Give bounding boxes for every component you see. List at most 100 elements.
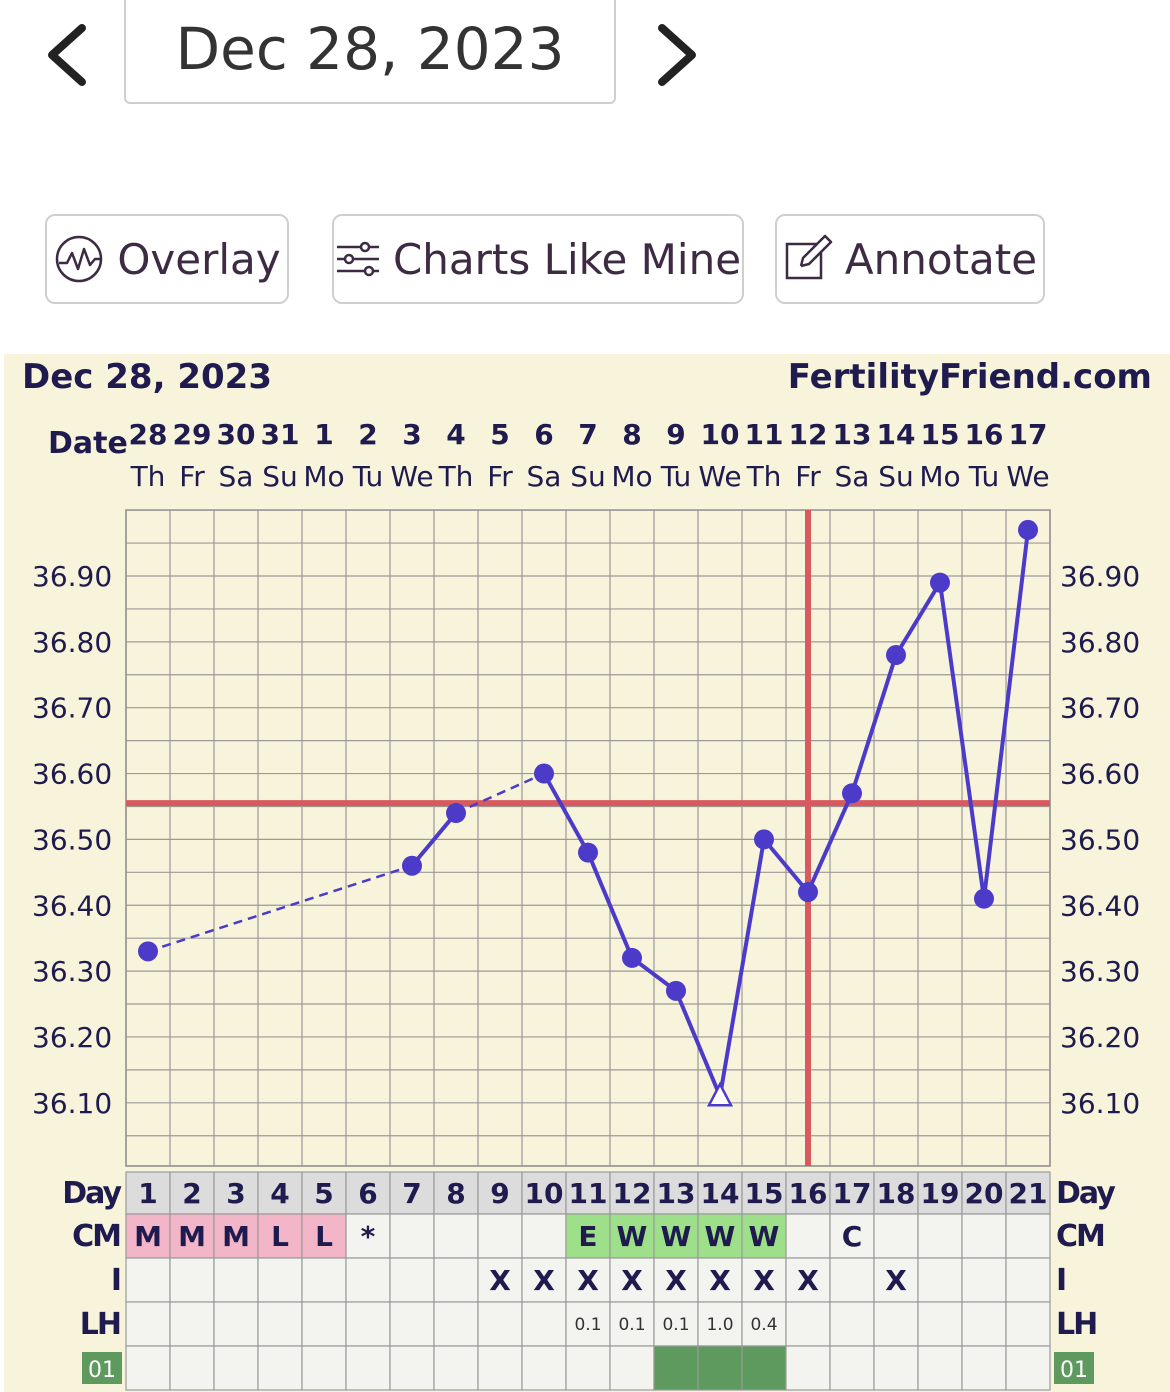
- table-value-i: X: [489, 1264, 511, 1297]
- table-value-days: 4: [270, 1177, 289, 1210]
- table-value-cm: L: [271, 1220, 289, 1253]
- temp-point: [842, 783, 862, 804]
- table-cell-lh: [741, 1301, 787, 1347]
- table-cell-lh: [1005, 1301, 1051, 1347]
- table-cell-days: [257, 1171, 303, 1215]
- temp-line: [850, 654, 898, 794]
- table-value-days: 17: [833, 1177, 872, 1210]
- table-value-i: X: [797, 1264, 819, 1297]
- date-label: 17: [1009, 418, 1048, 451]
- date-label: 15: [921, 418, 960, 451]
- table-cell-lh: [433, 1301, 479, 1347]
- date-label: 10: [701, 418, 740, 451]
- date-label: 7: [578, 418, 597, 451]
- ytick-label-left: 36.30: [32, 955, 112, 988]
- fertility-chart-panel: Dec 28, 2023 FertilityFriend.com Date 28…: [4, 354, 1170, 1392]
- date-selector[interactable]: Dec 28, 2023: [124, 0, 616, 104]
- ytick-label-right: 36.30: [1060, 955, 1140, 988]
- previous-date-button[interactable]: [40, 20, 100, 90]
- table-cell-lh: [653, 1301, 699, 1347]
- table-cell-lh: [389, 1301, 435, 1347]
- overlay-button[interactable]: Overlay: [45, 214, 289, 304]
- table-value-days: 13: [657, 1177, 696, 1210]
- table-cell-i: [433, 1257, 479, 1303]
- row-label-left: LH: [80, 1307, 120, 1342]
- table-cell-custom: [609, 1345, 655, 1391]
- table-cell-custom: [125, 1345, 171, 1391]
- table-cell-days: [697, 1171, 743, 1215]
- table-value-i: X: [753, 1264, 775, 1297]
- table-cell-cm: [477, 1213, 523, 1259]
- table-cell-i: [829, 1257, 875, 1303]
- table-value-days: 20: [965, 1177, 1004, 1210]
- table-cell-days: [785, 1171, 831, 1215]
- chart-title: Dec 28, 2023: [22, 357, 272, 397]
- table-cell-days: [125, 1171, 171, 1215]
- edit-icon: [785, 234, 833, 280]
- table-cell-custom: [697, 1345, 743, 1391]
- table-cell-i: [961, 1257, 1007, 1303]
- date-label: 12: [789, 418, 828, 451]
- table-cell-days: [433, 1171, 479, 1215]
- weekday-label: Mo: [303, 460, 344, 493]
- weekday-label: Su: [878, 460, 914, 493]
- table-cell-days: [213, 1171, 259, 1215]
- weekday-label: Tu: [968, 460, 1000, 493]
- row-label-left: CM: [72, 1219, 120, 1254]
- table-value-days: 12: [613, 1177, 652, 1210]
- table-cell-custom: [653, 1345, 699, 1391]
- table-cell-lh: [301, 1301, 347, 1347]
- table-value-days: 3: [226, 1177, 245, 1210]
- table-cell-custom: [169, 1345, 215, 1391]
- table-value-days: 8: [446, 1177, 465, 1210]
- date-label: 1: [314, 418, 333, 451]
- custom-label-right: 01: [1060, 1358, 1088, 1383]
- table-cell-lh: [565, 1301, 611, 1347]
- table-cell-custom: [741, 1345, 787, 1391]
- row-label-right: LH: [1056, 1307, 1096, 1342]
- table-cell-days: [565, 1171, 611, 1215]
- table-value-i: X: [665, 1264, 687, 1297]
- table-cell-days: [1005, 1171, 1051, 1215]
- table-cell-custom: [829, 1345, 875, 1391]
- date-label: Dec 28, 2023: [175, 15, 565, 83]
- table-value-cm: C: [842, 1220, 863, 1253]
- table-cell-lh: [477, 1301, 523, 1347]
- date-label: 8: [622, 418, 641, 451]
- custom-label-box-left: [82, 1352, 122, 1384]
- weekday-label: Tu: [352, 460, 384, 493]
- table-value-i: X: [577, 1264, 599, 1297]
- weekday-label: Su: [570, 460, 606, 493]
- table-cell-i: [609, 1257, 655, 1303]
- table-cell-custom: [961, 1345, 1007, 1391]
- temp-point: [446, 803, 466, 824]
- table-cell-i: [521, 1257, 567, 1303]
- annotate-button[interactable]: Annotate: [775, 214, 1045, 304]
- charts-like-mine-button[interactable]: Charts Like Mine: [332, 214, 744, 304]
- table-cell-cm: [213, 1213, 259, 1259]
- date-label: 2: [358, 418, 377, 451]
- date-row-label: Date: [48, 426, 128, 461]
- row-label-left: I: [111, 1263, 120, 1298]
- table-value-days: 21: [1009, 1177, 1048, 1210]
- next-date-button[interactable]: [646, 20, 706, 90]
- custom-label-left: 01: [88, 1358, 116, 1383]
- table-value-lh: 0.1: [618, 1315, 645, 1335]
- weekday-label: Su: [262, 460, 298, 493]
- weekday-label: Th: [130, 460, 166, 493]
- ytick-label-left: 36.70: [32, 692, 112, 725]
- weekday-label: Th: [438, 460, 474, 493]
- row-label-right: I: [1056, 1263, 1065, 1298]
- row-label-left: Day: [62, 1176, 122, 1211]
- table-value-days: 6: [358, 1177, 377, 1210]
- table-cell-i: [477, 1257, 523, 1303]
- table-cell-days: [741, 1171, 787, 1215]
- table-value-cm: M: [134, 1220, 162, 1253]
- table-cell-days: [477, 1171, 523, 1215]
- row-label-right: CM: [1056, 1219, 1104, 1254]
- ytick-label-left: 36.20: [32, 1021, 112, 1054]
- temp-point: [138, 941, 158, 962]
- date-label: 4: [446, 418, 465, 451]
- table-value-cm: W: [661, 1220, 692, 1253]
- table-cell-cm: [829, 1213, 875, 1259]
